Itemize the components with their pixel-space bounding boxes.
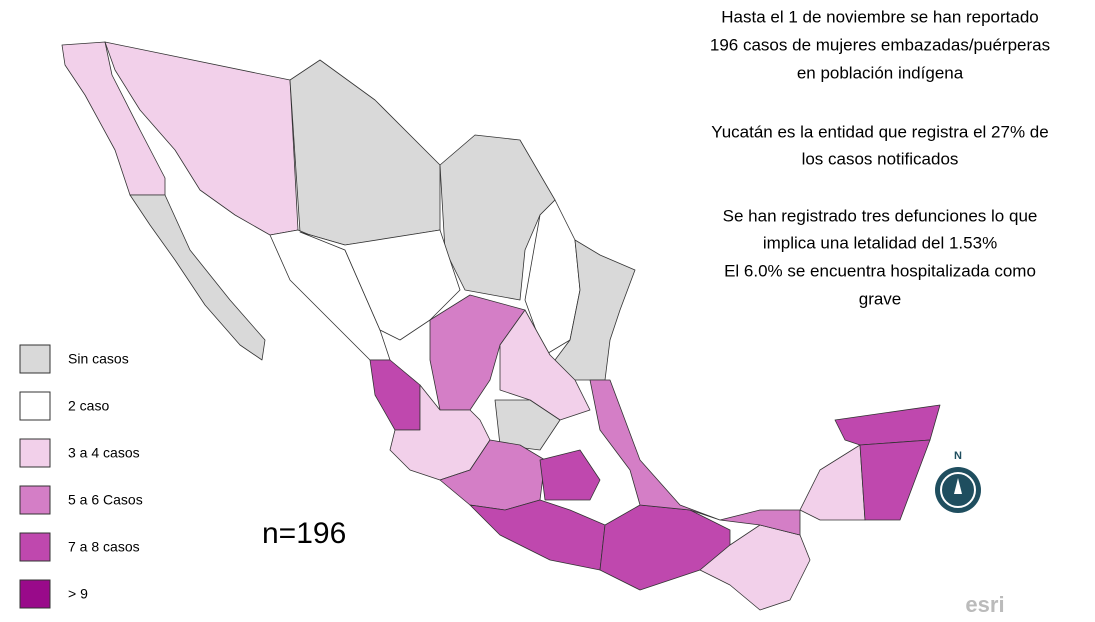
- legend-swatch: [19, 438, 51, 468]
- compass-needle: [954, 478, 962, 494]
- legend-label: 5 a 6 Casos: [68, 492, 143, 508]
- compass: N: [935, 450, 981, 513]
- annotation: en población indígena: [797, 63, 964, 82]
- legend-label: 3 a 4 casos: [68, 445, 140, 461]
- region: [494, 399, 561, 451]
- legend-swatch: [19, 344, 51, 374]
- region: [799, 444, 866, 521]
- region: [599, 504, 731, 591]
- compass-label: N: [954, 450, 962, 462]
- compass-inner: [940, 472, 976, 508]
- region: [589, 379, 721, 521]
- region: [499, 309, 591, 421]
- region: [859, 439, 931, 521]
- region: [104, 41, 299, 236]
- region: [369, 359, 421, 431]
- annotation: los casos notificados: [802, 149, 959, 168]
- region: [439, 134, 556, 301]
- legend-label: Sin casos: [68, 351, 129, 367]
- annotation: grave: [859, 289, 902, 308]
- region: [289, 59, 441, 246]
- n-label: n=196: [262, 517, 346, 550]
- legend-swatch: [19, 579, 51, 609]
- region: [469, 499, 606, 571]
- annotation: Yucatán es la entidad que registra el 27…: [711, 122, 1048, 141]
- region: [129, 194, 266, 361]
- legend-label: 7 a 8 casos: [68, 539, 140, 555]
- legend-label: 2 caso: [68, 398, 109, 414]
- legend-label: > 9: [68, 586, 88, 602]
- legend: Sin casos 2 caso 3 a 4 casos 5 a 6 Casos 7 a…: [19, 344, 143, 609]
- annotation: El 6.0% se encuentra hospitalizada como: [724, 261, 1036, 280]
- region: [429, 294, 526, 411]
- annotation: Hasta el 1 de noviembre se han reportado: [721, 7, 1039, 26]
- region: [834, 404, 941, 446]
- annotation: 196 casos de mujeres embazadas/puérperas: [710, 35, 1050, 54]
- annotation: Se han registrado tres defunciones lo qu…: [723, 206, 1038, 225]
- legend-swatch: [19, 532, 51, 562]
- legend-swatch: [19, 391, 51, 421]
- legend-swatch: [19, 485, 51, 515]
- annotation-block: Hasta el 1 de noviembre se han reportado…: [710, 7, 1050, 308]
- logo: esri: [965, 592, 1004, 617]
- map: [61, 41, 941, 611]
- region: [719, 509, 801, 536]
- annotation: implica una letalidad del 1.53%: [763, 233, 997, 252]
- region: [539, 449, 601, 501]
